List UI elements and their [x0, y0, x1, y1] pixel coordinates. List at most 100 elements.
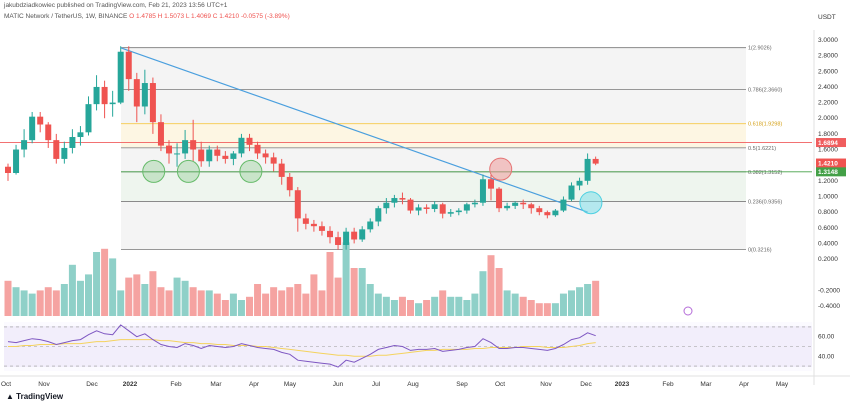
ohlc-low: L 1.4069 [185, 13, 211, 20]
volume-bar [447, 296, 455, 316]
fib-level-label: 0.618(1.9298) [748, 122, 782, 128]
volume-bar [278, 290, 286, 316]
price-tick-label: 2.4000 [818, 84, 838, 91]
volume-bar [326, 252, 334, 316]
candle-body [85, 104, 92, 133]
candle-body [21, 140, 28, 150]
candle-body [520, 202, 527, 205]
volume-bar [366, 284, 374, 316]
time-tick-label: Dec [580, 381, 592, 388]
time-tick-label: Jun [333, 381, 344, 388]
rsi-tick-label: 40.00 [818, 353, 835, 360]
candle-body [407, 199, 414, 211]
fib-level-label: 0.236(0.9356) [748, 200, 782, 206]
candle-body [327, 230, 333, 238]
volume-bar [133, 274, 141, 316]
symbol-line: MATIC Network / TetherUS, 1W, BINANCE O … [4, 13, 290, 20]
quote-unit: USDT [818, 14, 836, 21]
volume-bar [382, 296, 390, 316]
volume-bar [229, 293, 237, 316]
candle-body [29, 116, 36, 141]
volume-bar [44, 287, 52, 316]
candle-body [302, 218, 309, 224]
volume-bar [592, 280, 600, 316]
candle-body [149, 83, 156, 123]
candle-body [93, 86, 100, 105]
candle-body [310, 223, 317, 227]
fib-level-label: 0.382(1.3152) [748, 170, 782, 176]
candle-body [45, 124, 52, 141]
volume-bar [374, 293, 382, 316]
volume-bar [407, 300, 414, 316]
volume-bar [318, 290, 326, 316]
volume-bar [390, 300, 398, 316]
rsi-tick-label: 60.00 [818, 334, 835, 341]
alert-icon [683, 306, 693, 316]
price-tick-label: 0.2000 [818, 256, 838, 263]
price-tick-label: 1.6000 [818, 147, 838, 154]
volume-bar [350, 268, 358, 316]
candle-body [383, 202, 390, 209]
candle-body [206, 149, 213, 162]
volume-bar [117, 290, 125, 316]
symbol-title: MATIC Network / TetherUS, 1W, BINANCE [4, 13, 128, 20]
fib-zone-gold [121, 123, 746, 148]
volume-bar [205, 290, 213, 316]
candle-body [552, 210, 559, 216]
volume-bar [398, 296, 406, 316]
candle-body [343, 231, 350, 245]
candle-body [544, 212, 551, 216]
rsi-line [7, 324, 596, 368]
candle-body [37, 116, 44, 125]
support-marker [142, 159, 166, 183]
price-tick-label: 3.0000 [818, 37, 838, 44]
candle-body [576, 180, 583, 186]
price-tick-label: 2.0000 [818, 115, 838, 122]
candle-body [536, 208, 543, 213]
volume-bar [270, 287, 278, 316]
support-marker [176, 159, 200, 183]
volume-bar [511, 293, 519, 316]
volume-bar [471, 293, 479, 316]
volume-bar [559, 293, 567, 316]
volume-bar [173, 277, 181, 316]
fib-level-label: 1(2.9026) [748, 46, 772, 52]
volume-bar [495, 268, 503, 316]
price-tick-label: -0.2000 [818, 287, 840, 294]
candle-body [109, 102, 116, 105]
candle-body [278, 163, 285, 177]
candle-body [584, 158, 591, 181]
publisher-line: jakubdziadkowiec published on TradingVie… [4, 2, 228, 9]
candle-body [270, 157, 277, 164]
tradingview-logo: ▲ TradingView [6, 392, 63, 401]
price-tick-label: 1.2000 [818, 178, 838, 185]
volume-bar [36, 290, 44, 316]
volume-bar [262, 293, 270, 316]
volume-bar [181, 280, 189, 316]
candle-body [431, 204, 438, 209]
time-tick-label: Nov [38, 381, 50, 388]
volume-bar [519, 296, 527, 316]
volume-bar [415, 303, 423, 316]
candle-body [528, 204, 535, 209]
tv-icon: ▲ [6, 392, 14, 401]
volume-bar [4, 280, 12, 316]
volume-bar [423, 300, 431, 316]
price-tick-label: 1.0000 [818, 193, 838, 200]
volume-bar [101, 248, 109, 316]
volume-bar [85, 274, 92, 316]
candle-body [222, 155, 229, 159]
volume-bar [310, 274, 318, 316]
volume-bar [535, 303, 543, 316]
ohlc-close: C 1.4210 [212, 13, 240, 20]
candle-body [61, 147, 68, 159]
candle-body [238, 137, 245, 154]
volume-bar [568, 290, 575, 316]
volume-bar [76, 280, 84, 316]
time-tick-label: Nov [540, 381, 552, 388]
volume-bar [543, 303, 551, 316]
time-tick-label: Dec [86, 381, 98, 388]
candle-body [174, 153, 181, 155]
candle-body [496, 188, 503, 209]
